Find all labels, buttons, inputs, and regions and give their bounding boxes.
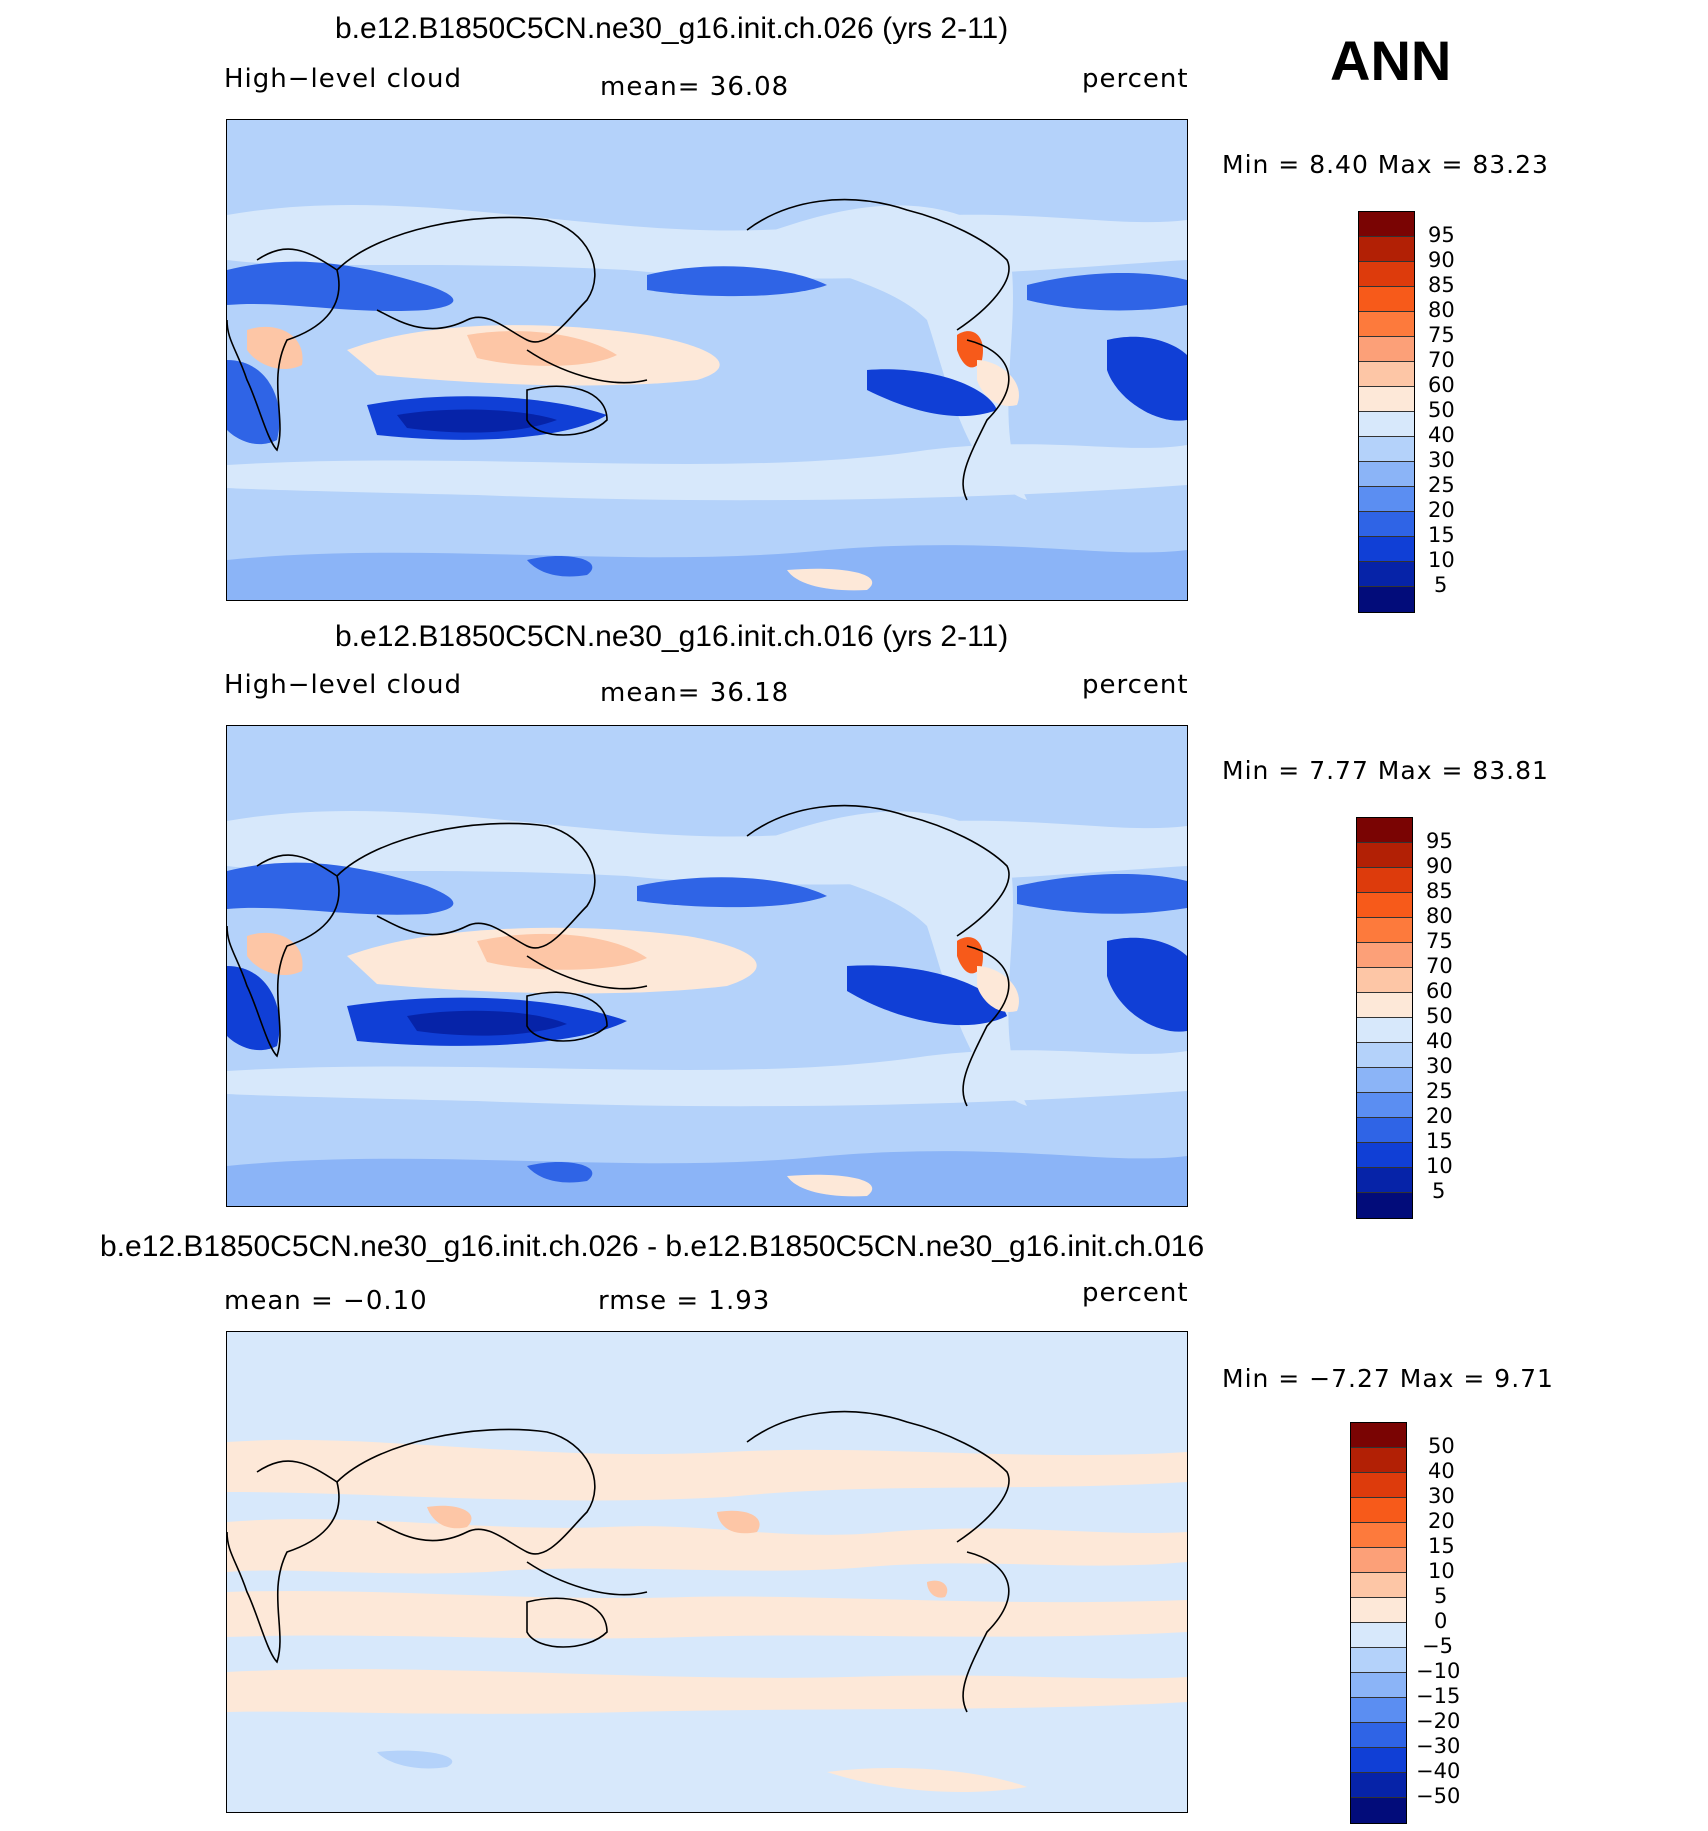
panel1-cbar-label: 10 — [1428, 548, 1455, 572]
panel1-mean: mean= 36.08 — [600, 72, 790, 102]
panel1-units: percent — [1082, 64, 1189, 94]
panel2-cbar-label: 40 — [1426, 1029, 1453, 1053]
panel1-cbar-label: 75 — [1428, 323, 1455, 347]
panel2-map-svg — [227, 726, 1187, 1206]
panel3-cbar-label: 10 — [1428, 1559, 1455, 1583]
panel1-colorbar — [1358, 211, 1415, 613]
panel3-cbar-label: −15 — [1416, 1684, 1461, 1708]
panel2-cbar-label: 60 — [1426, 979, 1453, 1003]
season-label: ANN — [1330, 29, 1452, 92]
panel1-cbar-label: 20 — [1428, 498, 1455, 522]
panel3-mean: mean = −0.10 — [224, 1286, 428, 1316]
panel2-cbar-label: 10 — [1426, 1154, 1453, 1178]
panel1-title: b.e12.B1850C5CN.ne30_g16.init.ch.026 (yr… — [335, 12, 1009, 45]
panel3-cbar-label: 5 — [1434, 1584, 1448, 1608]
panel2-cbar-label: 20 — [1426, 1104, 1453, 1128]
panel2-minmax: Min = 7.77 Max = 83.81 — [1222, 756, 1549, 785]
panel2-colorbar — [1356, 817, 1413, 1219]
panel1-map — [226, 119, 1188, 601]
panel3-rmse: rmse = 1.93 — [598, 1286, 771, 1316]
panel3-map — [226, 1331, 1188, 1813]
panel3-cbar-label: −20 — [1416, 1709, 1461, 1733]
panel2-units: percent — [1082, 670, 1189, 700]
panel3-cbar-label: −40 — [1416, 1759, 1461, 1783]
panel3-minmax: Min = −7.27 Max = 9.71 — [1222, 1364, 1554, 1393]
panel2-cbar-label: 50 — [1426, 1004, 1453, 1028]
panel2-title: b.e12.B1850C5CN.ne30_g16.init.ch.016 (yr… — [335, 620, 1009, 653]
panel1-cbar-label: 25 — [1428, 473, 1455, 497]
panel1-cbar-label: 30 — [1428, 448, 1455, 472]
panel2-map — [226, 725, 1188, 1207]
panel1-cbar-label: 50 — [1428, 398, 1455, 422]
panel2-cbar-label: 15 — [1426, 1129, 1453, 1153]
panel1-cbar-label: 40 — [1428, 423, 1455, 447]
panel2-cbar-label: 5 — [1432, 1179, 1446, 1203]
panel2-cbar-label: 80 — [1426, 904, 1453, 928]
panel3-cbar-label: 50 — [1428, 1434, 1455, 1458]
panel3-cbar-label: 20 — [1428, 1509, 1455, 1533]
panel2-cbar-label: 85 — [1426, 879, 1453, 903]
panel1-cbar-label: 85 — [1428, 273, 1455, 297]
panel3-cbar-label: −50 — [1416, 1784, 1461, 1808]
panel1-cbar-label: 60 — [1428, 373, 1455, 397]
panel3-map-svg — [227, 1332, 1187, 1812]
panel2-cbar-label: 95 — [1426, 829, 1453, 853]
panel1-cbar-label: 15 — [1428, 523, 1455, 547]
panel3-units: percent — [1082, 1278, 1189, 1308]
panel1-cbar-label: 5 — [1434, 573, 1448, 597]
panel3-cbar-label: 0 — [1434, 1609, 1448, 1633]
panel2-cbar-label: 75 — [1426, 929, 1453, 953]
panel3-cbar-label: 15 — [1428, 1534, 1455, 1558]
panel1-map-svg — [227, 120, 1187, 600]
panel2-mean: mean= 36.18 — [600, 678, 790, 708]
panel3-cbar-label: −10 — [1416, 1659, 1461, 1683]
panel3-cbar-label: −30 — [1416, 1734, 1461, 1758]
panel1-cbar-label: 90 — [1428, 248, 1455, 272]
panel3-cbar-label: 30 — [1428, 1484, 1455, 1508]
panel2-cbar-label: 90 — [1426, 854, 1453, 878]
panel1-cbar-label: 70 — [1428, 348, 1455, 372]
panel2-cbar-label: 70 — [1426, 954, 1453, 978]
panel1-variable: High−level cloud — [224, 64, 463, 94]
panel3-title: b.e12.B1850C5CN.ne30_g16.init.ch.026 - b… — [100, 1230, 1205, 1263]
panel1-minmax: Min = 8.40 Max = 83.23 — [1222, 150, 1549, 179]
panel1-cbar-label: 95 — [1428, 223, 1455, 247]
panel3-cbar-label: 40 — [1428, 1459, 1455, 1483]
panel2-variable: High−level cloud — [224, 670, 463, 700]
panel2-cbar-label: 30 — [1426, 1054, 1453, 1078]
panel2-cbar-label: 25 — [1426, 1079, 1453, 1103]
panel3-colorbar — [1350, 1422, 1407, 1824]
panel1-cbar-label: 80 — [1428, 298, 1455, 322]
panel3-cbar-label: −5 — [1422, 1634, 1453, 1658]
